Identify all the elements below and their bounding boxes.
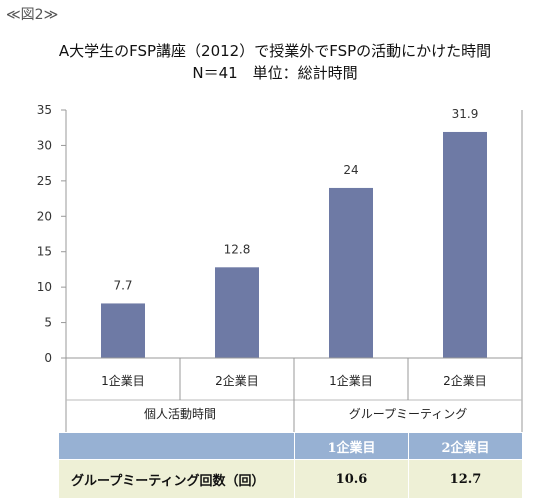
y-tick-label: 10 — [37, 280, 52, 294]
x-tick-label: 2企業目 — [215, 373, 259, 388]
data-label: 24 — [343, 163, 358, 177]
table-header-row: 1企業目 2企業目 — [58, 432, 523, 460]
table-row: グループミーティング回数（回） 10.6 12.7 — [58, 459, 523, 499]
y-tick-label: 5 — [44, 316, 52, 330]
table-header-cell — [58, 432, 295, 460]
summary-table: 1企業目 2企業目 グループミーティング回数（回） 10.6 12.7 — [58, 432, 523, 499]
data-label: 12.8 — [224, 242, 251, 256]
table-cell: 12.7 — [408, 459, 523, 499]
x-tick-label: 1企業目 — [101, 373, 145, 388]
figure-label: ≪図2≫ — [6, 7, 59, 23]
chart-subtitle: N＝41 単位：総計時間 — [192, 64, 358, 82]
data-label: 31.9 — [452, 107, 479, 121]
bar — [443, 131, 487, 358]
y-tick-label: 25 — [37, 174, 52, 188]
bar — [101, 303, 145, 358]
group-label: 個人活動時間 — [144, 407, 216, 421]
table-cell: 10.6 — [294, 459, 409, 499]
x-tick-label: 1企業目 — [329, 373, 373, 388]
bars-group: 7.7 12.8 24 31.9 — [101, 107, 487, 358]
data-label: 7.7 — [113, 278, 132, 292]
y-tick-label: 0 — [44, 351, 52, 365]
table-header-cell: 2企業目 — [408, 432, 523, 460]
bar — [329, 187, 373, 358]
y-tick-label: 20 — [37, 209, 52, 223]
chart-axes: 0 5 10 15 20 25 30 35 — [37, 103, 523, 365]
x-tick-label: 2企業目 — [443, 373, 487, 388]
table-header-cell: 1企業目 — [294, 432, 409, 460]
bar — [215, 267, 259, 358]
table-row-label: グループミーティング回数（回） — [58, 459, 295, 499]
y-tick-label: 35 — [37, 103, 52, 117]
group-label: グループミーティング — [349, 407, 468, 421]
chart-title: A大学生のFSP講座（2012）で授業外でFSPの活動にかけた時間 — [58, 42, 492, 60]
y-tick-label: 15 — [37, 245, 52, 259]
y-tick-label: 30 — [37, 138, 52, 152]
